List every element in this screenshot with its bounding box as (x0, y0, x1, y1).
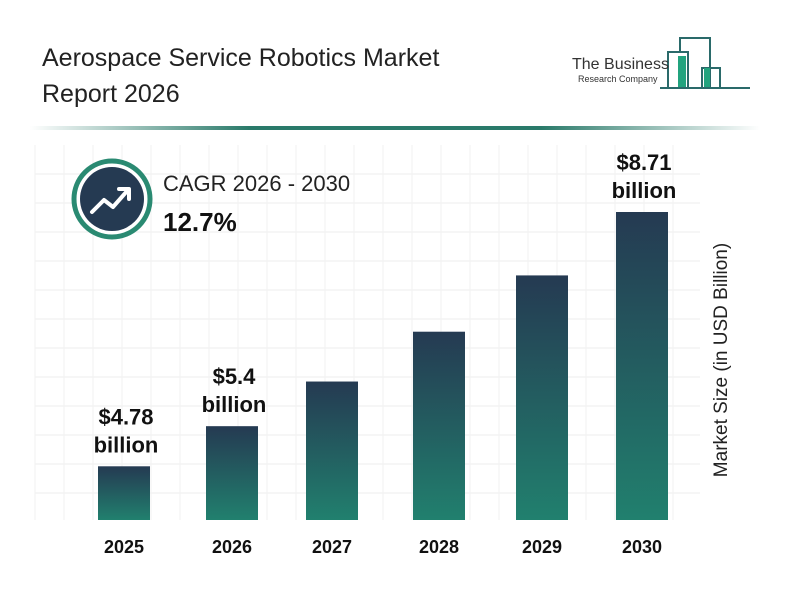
cagr-label: CAGR 2026 - 2030 (163, 171, 351, 196)
x-tick-label: 2030 (622, 537, 662, 557)
x-tick-label: 2029 (522, 537, 562, 557)
data-label: $8.71 (616, 150, 671, 175)
data-label: $5.4 (213, 364, 257, 389)
data-label: $4.78 (98, 404, 153, 429)
x-tick-label: 2025 (104, 537, 144, 557)
logo-line1: The Business (572, 56, 669, 73)
chart-title: Aerospace Service Robotics Market Report… (42, 44, 440, 108)
cagr-value: 12.7% (163, 207, 237, 237)
logo-buildings-icon (660, 37, 750, 89)
bar-2025 (98, 466, 150, 520)
logo-line2: Research Company (578, 74, 658, 84)
x-tick-label: 2028 (419, 537, 459, 557)
data-label: billion (202, 392, 267, 417)
x-tick-label: 2026 (212, 537, 252, 557)
trending-up-icon (71, 158, 153, 240)
company-logo: The Business Research Company (560, 30, 760, 100)
data-label: billion (94, 432, 159, 457)
bar-2028 (413, 331, 465, 520)
bar-2030 (616, 212, 668, 520)
data-label: billion (612, 178, 677, 203)
y-axis-label: Market Size (in USD Billion) (711, 242, 732, 478)
bar-2026 (206, 426, 258, 520)
bar-2029 (516, 275, 568, 520)
x-tick-label: 2027 (312, 537, 352, 557)
divider (30, 126, 760, 130)
bar-2027 (306, 381, 358, 520)
